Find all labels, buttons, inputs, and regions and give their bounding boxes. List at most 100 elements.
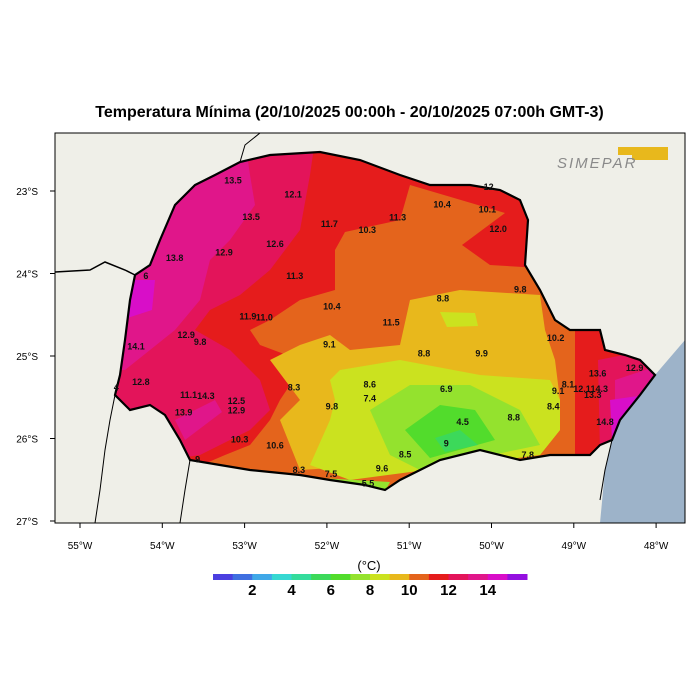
colorbar-tick-label: 4 xyxy=(287,582,296,599)
station-value: 4 xyxy=(114,383,119,393)
station-value: 9.8 xyxy=(326,402,339,412)
colorbar-swatch xyxy=(350,574,371,580)
station-value: 9.1 xyxy=(323,340,336,350)
station-value: 12.1 xyxy=(573,384,591,394)
station-value: 4.5 xyxy=(456,417,469,427)
station-value: 13.8 xyxy=(166,253,184,263)
station-value: 7.4 xyxy=(363,393,376,403)
sc-west-border xyxy=(179,459,191,523)
lon-tick-label: 54°W xyxy=(150,541,175,552)
colorbar: 2 4 6 8 10 12 14 xyxy=(213,574,528,599)
colorbar-swatch xyxy=(389,574,410,580)
station-value: 14.3 xyxy=(197,391,215,401)
contour-8-9-north xyxy=(440,312,478,327)
colorbar-tick-label: 12 xyxy=(440,582,457,599)
colorbar-tick-label: 2 xyxy=(248,582,256,599)
colorbar-swatch xyxy=(213,574,234,580)
station-value: 10.2 xyxy=(547,333,565,343)
station-value: 9.6 xyxy=(376,463,389,473)
station-value: 12.9 xyxy=(626,363,644,373)
colorbar-swatch xyxy=(448,574,469,580)
station-labels: 13.5 12.1 13.5 11.7 11.3 10.4 10.1 12.0 12. 10.3 1… xyxy=(114,175,644,488)
colorbar-tick-label: 14 xyxy=(479,582,496,599)
station-value: 10.1 xyxy=(479,204,497,214)
colorbar-swatch xyxy=(330,574,351,580)
station-value: 11.7 xyxy=(321,219,338,229)
contour-13-14-sw xyxy=(175,400,222,440)
station-value: 9 xyxy=(444,439,449,449)
station-value: 13.3 xyxy=(584,390,602,400)
colorbar-tick-label: 8 xyxy=(366,582,374,599)
station-value: 9.8 xyxy=(194,337,207,347)
ocean xyxy=(600,340,685,523)
lon-tick-label: 52°W xyxy=(315,541,340,552)
station-value: 12.0 xyxy=(489,224,507,234)
station-value: 8.8 xyxy=(507,412,520,422)
colorbar-tick-label: 6 xyxy=(327,582,335,599)
station-value: 12.8 xyxy=(132,377,150,387)
station-value: 11.3 xyxy=(286,271,303,281)
station-value: 8.5 xyxy=(399,449,412,459)
station-value: 8.8 xyxy=(437,293,450,303)
station-value: 8.4 xyxy=(547,402,560,412)
colorbar-swatch xyxy=(311,574,332,580)
longitude-axis: 55°W 54°W 53°W 52°W 51°W 50°W 49°W 48°W xyxy=(68,523,669,552)
argentina-border xyxy=(94,394,116,523)
station-value: 13.6 xyxy=(589,369,607,379)
lon-tick-label: 51°W xyxy=(397,541,422,552)
lon-tick-label: 48°W xyxy=(644,541,669,552)
station-value: 14.8 xyxy=(596,417,614,427)
colorbar-tick-label: 10 xyxy=(401,582,418,599)
colorbar-swatch xyxy=(409,574,430,580)
station-value: 7.8 xyxy=(521,450,534,460)
station-value: 8.8 xyxy=(418,349,431,359)
station-value: 13.5 xyxy=(224,175,242,185)
station-value: 10.3 xyxy=(358,225,376,235)
map-frame xyxy=(54,132,686,524)
logo-text: SIMEPAR xyxy=(557,155,637,172)
colorbar-swatch xyxy=(271,574,292,580)
lat-tick-label: 25°S xyxy=(16,352,38,363)
colorbar-unit: (°C) xyxy=(357,558,380,573)
station-value: 9 xyxy=(195,454,200,464)
station-value: 10.4 xyxy=(323,302,341,312)
station-value: 8.3 xyxy=(293,465,306,475)
station-value: 7.5 xyxy=(325,469,338,479)
station-value: 10.4 xyxy=(433,199,451,209)
station-value: 6.9 xyxy=(440,384,453,394)
station-value: 12.1 xyxy=(284,190,302,200)
station-value: 12.9 xyxy=(228,406,246,416)
lat-tick-label: 23°S xyxy=(16,187,38,198)
station-value: 11.3 xyxy=(389,213,406,223)
map-title: Temperatura Mínima (20/10/2025 00:00h - … xyxy=(95,104,604,121)
station-value: 12. xyxy=(484,182,497,192)
station-value: 12.5 xyxy=(228,396,246,406)
station-value: 12.6 xyxy=(266,239,284,249)
lon-tick-label: 50°W xyxy=(479,541,504,552)
sp-border xyxy=(239,133,261,163)
ms-border xyxy=(55,261,136,276)
station-value: 9.1 xyxy=(552,386,565,396)
contour-5-6 xyxy=(435,430,478,452)
station-value: 11.9 xyxy=(239,312,256,322)
lon-tick-label: 49°W xyxy=(562,541,587,552)
lat-tick-label: 27°S xyxy=(16,517,38,528)
station-value: 10.6 xyxy=(266,440,284,450)
colorbar-swatch xyxy=(428,574,449,580)
lat-tick-label: 24°S xyxy=(16,270,38,281)
station-value: 11.0 xyxy=(256,312,273,322)
colorbar-swatch xyxy=(507,574,528,580)
colorbar-swatch xyxy=(291,574,312,580)
station-value: 11.1 xyxy=(180,390,197,400)
station-value: 13.5 xyxy=(242,212,260,222)
station-value: 12.9 xyxy=(177,330,195,340)
station-value: 5.5 xyxy=(362,478,375,488)
station-value: 6 xyxy=(143,271,148,281)
station-value: 13.9 xyxy=(175,407,193,417)
station-value: 11.5 xyxy=(383,317,400,327)
lat-tick-label: 26°S xyxy=(16,435,38,446)
station-value: 14.3 xyxy=(591,384,609,394)
sc-coast xyxy=(599,439,613,501)
